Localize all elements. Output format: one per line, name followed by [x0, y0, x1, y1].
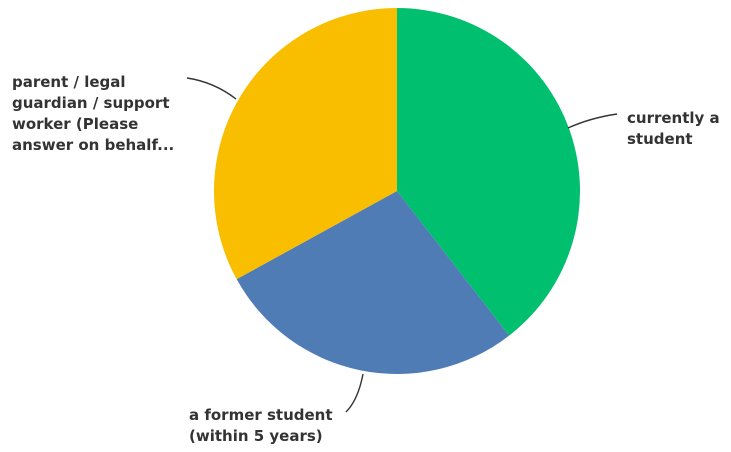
pie-slice-parent-legal-guardian	[214, 8, 397, 280]
pie-slice-currently-a-student	[397, 8, 581, 336]
pie-slice-a-former-student	[236, 191, 510, 375]
slice-label-a-former-student: a former student (within 5 years)	[189, 406, 333, 445]
leader-lines	[186, 77, 618, 413]
slice-label-parent-legal-guardian: parent / legal guardian / support worker…	[12, 73, 175, 154]
leader-line-currently-a-student	[567, 113, 618, 129]
leader-line-parent-legal-guardian	[186, 77, 237, 100]
slice-label-currently-a-student: currently a student	[627, 109, 720, 148]
leader-line-a-former-student	[345, 373, 364, 413]
pie-slices	[214, 8, 581, 375]
